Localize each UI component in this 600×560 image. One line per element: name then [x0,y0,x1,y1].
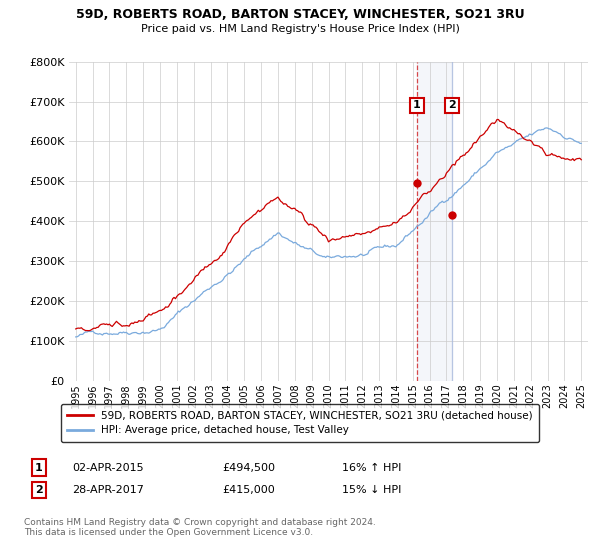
Text: 02-APR-2015: 02-APR-2015 [72,463,143,473]
Bar [417,62,452,381]
Text: 2: 2 [448,100,456,110]
Text: Price paid vs. HM Land Registry's House Price Index (HPI): Price paid vs. HM Land Registry's House … [140,24,460,34]
Text: 15% ↓ HPI: 15% ↓ HPI [342,485,401,495]
Text: £415,000: £415,000 [222,485,275,495]
Text: 16% ↑ HPI: 16% ↑ HPI [342,463,401,473]
Text: Contains HM Land Registry data © Crown copyright and database right 2024.
This d: Contains HM Land Registry data © Crown c… [24,518,376,538]
Text: 1: 1 [413,100,421,110]
Text: £494,500: £494,500 [222,463,275,473]
Text: 28-APR-2017: 28-APR-2017 [72,485,144,495]
Text: 59D, ROBERTS ROAD, BARTON STACEY, WINCHESTER, SO21 3RU: 59D, ROBERTS ROAD, BARTON STACEY, WINCHE… [76,8,524,21]
Legend: 59D, ROBERTS ROAD, BARTON STACEY, WINCHESTER, SO21 3RU (detached house), HPI: Av: 59D, ROBERTS ROAD, BARTON STACEY, WINCHE… [61,404,539,442]
Text: 1: 1 [35,463,43,473]
Text: 2: 2 [35,485,43,495]
